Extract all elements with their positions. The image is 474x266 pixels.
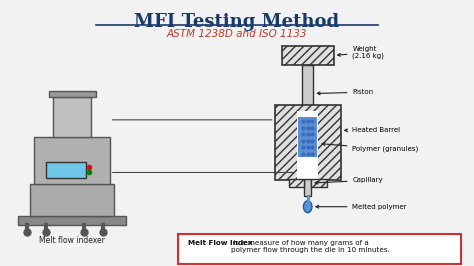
Text: Melt flow indexer: Melt flow indexer xyxy=(39,236,105,245)
Bar xyxy=(30,184,115,216)
Ellipse shape xyxy=(303,201,312,213)
Text: Polymer (granules): Polymer (granules) xyxy=(322,143,419,152)
Text: Melted polymer: Melted polymer xyxy=(316,204,407,210)
Bar xyxy=(35,137,110,184)
Bar xyxy=(282,46,334,65)
Bar xyxy=(311,179,327,187)
FancyBboxPatch shape xyxy=(178,234,461,264)
Text: Weight
(2.16 kg): Weight (2.16 kg) xyxy=(337,46,384,60)
Bar xyxy=(46,162,86,178)
Bar xyxy=(304,179,311,196)
Text: Melt Flow Index: Melt Flow Index xyxy=(188,240,252,246)
Bar xyxy=(275,105,341,180)
Bar xyxy=(53,97,91,137)
Text: Capillary: Capillary xyxy=(315,177,383,184)
Bar xyxy=(302,65,313,111)
Bar xyxy=(48,91,96,97)
Text: Heated Barrel: Heated Barrel xyxy=(345,127,401,133)
Bar xyxy=(297,111,318,179)
Bar xyxy=(18,216,126,225)
Text: Piston: Piston xyxy=(318,89,374,95)
Text: MFI Testing Method: MFI Testing Method xyxy=(135,13,339,31)
Bar xyxy=(289,179,304,187)
Bar xyxy=(298,117,317,157)
Text: is a measure of how many grams of a
polymer flow through the die in 10 minutes.: is a measure of how many grams of a poly… xyxy=(231,240,390,253)
Text: ASTM 1238D and ISO 1133: ASTM 1238D and ISO 1133 xyxy=(167,29,307,39)
